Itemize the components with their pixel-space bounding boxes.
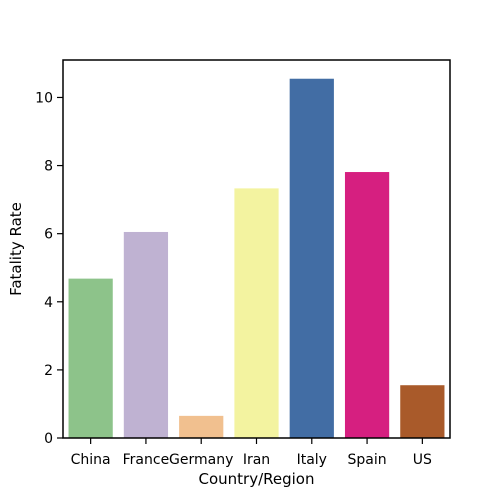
- bars-group: [68, 78, 445, 439]
- x-axis-label: Country/Region: [199, 470, 315, 488]
- y-tick-label: 6: [44, 227, 53, 243]
- y-tick-label: 10: [35, 90, 53, 106]
- x-tick-label: US: [413, 452, 432, 468]
- bar-spain: [344, 172, 390, 439]
- y-tick-label: 2: [44, 363, 53, 379]
- x-tick-label: France: [123, 452, 170, 468]
- x-axis-ticks: China France Germany Iran Italy Spain US: [71, 438, 432, 468]
- y-axis-label: Fatality Rate: [7, 202, 25, 296]
- bar-france: [123, 231, 169, 438]
- x-tick-label: Italy: [297, 452, 327, 468]
- x-tick-label: Iran: [243, 452, 270, 468]
- y-tick-label: 0: [44, 431, 53, 447]
- plot-frame: [62, 59, 451, 439]
- x-tick-label: China: [71, 452, 111, 468]
- y-tick-label: 8: [44, 159, 53, 175]
- bar-iran: [234, 188, 279, 438]
- x-tick-label: Spain: [348, 452, 387, 468]
- x-tick-label: Germany: [169, 452, 233, 468]
- y-axis-ticks: 0 2 4 6 8 10: [35, 90, 63, 447]
- y-tick-label: 4: [44, 295, 53, 311]
- bar-italy: [289, 78, 334, 438]
- bar-china: [68, 278, 113, 438]
- bar-us: [400, 385, 445, 438]
- bar-germany: [179, 415, 224, 438]
